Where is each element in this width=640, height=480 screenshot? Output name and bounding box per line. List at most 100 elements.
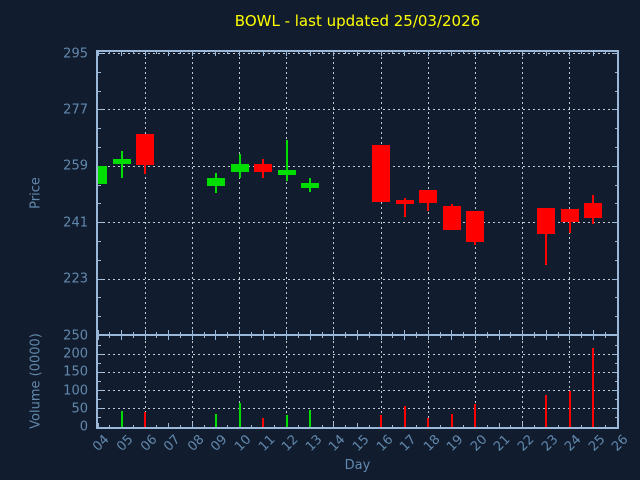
- x-tick-mark: [180, 332, 182, 334]
- volume-bar-day-11: [262, 417, 265, 427]
- x-tick-mark: [404, 330, 406, 334]
- x-tick-mark: [357, 52, 358, 56]
- day-tick-label-text: 04: [90, 432, 113, 455]
- y-tick-mark: [98, 316, 101, 318]
- x-tick-mark: [132, 425, 134, 427]
- day-tick-label-text: 21: [491, 432, 514, 455]
- candle-body-day-10: [230, 163, 249, 172]
- x-tick-mark: [380, 330, 382, 334]
- volume-bar-day-13: [309, 410, 312, 427]
- x-tick-mark: [533, 332, 535, 334]
- x-tick-mark: [215, 330, 217, 334]
- day-tick-label-text: 09: [208, 432, 231, 455]
- day-tick-label-text: 20: [468, 432, 491, 455]
- day-tick-label-text: 15: [350, 432, 373, 455]
- y-tick-mark: [98, 278, 103, 280]
- candle-body-day-20: [466, 211, 485, 242]
- candle-body-day-18: [419, 190, 438, 204]
- x-tick-mark: [581, 332, 583, 334]
- x-tick-mark: [357, 330, 358, 334]
- candle-wick-day-23: [545, 208, 548, 265]
- x-tick-mark: [156, 336, 158, 338]
- vertical-gridline: [286, 52, 288, 334]
- day-tick-label-text: 24: [562, 432, 585, 455]
- x-tick-mark: [616, 330, 617, 334]
- y-tick-mark: [612, 278, 617, 280]
- x-tick-mark: [569, 336, 571, 340]
- x-tick-mark: [392, 52, 394, 54]
- x-tick-mark: [522, 336, 524, 340]
- x-tick-mark: [474, 52, 476, 56]
- volume-axis-label: Volume (0000): [28, 333, 44, 429]
- x-tick-mark: [180, 425, 182, 427]
- candle-body-day-23: [537, 208, 556, 235]
- x-tick-mark: [250, 52, 252, 54]
- price-tick-label: 223: [63, 271, 88, 287]
- x-tick-mark: [439, 52, 441, 54]
- x-tick-mark: [180, 52, 182, 54]
- x-tick-mark: [357, 336, 358, 340]
- volume-bar-day-25: [592, 348, 595, 427]
- y-tick-mark: [612, 353, 617, 355]
- y-tick-mark: [614, 399, 617, 401]
- x-tick-mark: [309, 52, 311, 56]
- x-tick-mark: [274, 52, 276, 54]
- x-tick-mark: [286, 52, 288, 56]
- x-tick-mark: [274, 336, 276, 338]
- x-tick-mark: [463, 425, 465, 427]
- x-tick-mark: [415, 425, 417, 427]
- x-tick-mark: [121, 330, 123, 334]
- day-tick-label-text: 12: [279, 432, 302, 455]
- candle-body-day-13: [301, 183, 320, 189]
- x-tick-mark: [427, 330, 429, 334]
- x-tick-mark: [203, 52, 205, 54]
- x-tick-mark: [333, 423, 335, 427]
- x-tick-mark: [510, 52, 512, 54]
- day-tick-label-text: 13: [302, 432, 326, 455]
- x-tick-mark: [262, 52, 264, 56]
- candle-wick-day-12: [285, 140, 288, 182]
- x-tick-mark: [144, 52, 146, 56]
- day-tick-label-text: 25: [585, 432, 609, 455]
- day-tick-label-text: 10: [232, 432, 255, 455]
- volume-tick-label: 200: [63, 346, 88, 362]
- x-tick-mark: [545, 330, 547, 334]
- x-tick-mark: [321, 332, 323, 334]
- x-tick-mark: [156, 332, 158, 334]
- candle-body-day-24: [560, 208, 579, 222]
- x-tick-mark: [557, 425, 559, 427]
- volume-bar-day-24: [568, 391, 571, 427]
- x-tick-mark: [333, 330, 335, 334]
- vertical-gridline: [380, 336, 382, 427]
- volume-bar-day-20: [474, 403, 477, 427]
- x-tick-mark: [368, 336, 370, 338]
- y-tick-mark: [98, 222, 103, 224]
- y-tick-mark: [98, 297, 101, 299]
- x-tick-mark: [156, 52, 158, 54]
- volume-tick-label: 150: [63, 364, 88, 380]
- x-tick-mark: [298, 332, 300, 334]
- volume-bar-day-18: [427, 417, 430, 427]
- y-tick-mark: [98, 408, 103, 410]
- day-tick-label-text: 18: [420, 432, 444, 455]
- x-tick-mark: [533, 52, 535, 54]
- candle-body-day-06: [136, 134, 155, 166]
- x-tick-mark: [250, 332, 252, 334]
- x-tick-mark: [309, 330, 311, 334]
- x-tick-mark: [156, 425, 158, 427]
- y-tick-mark: [98, 417, 101, 419]
- vertical-gridline: [474, 52, 476, 334]
- y-tick-mark: [612, 408, 617, 410]
- candle-body-day-05: [112, 159, 131, 165]
- x-tick-mark: [486, 52, 488, 54]
- y-tick-mark: [614, 362, 617, 364]
- day-tick-label-text: 22: [515, 432, 538, 455]
- x-tick-mark: [168, 52, 170, 56]
- x-tick-mark: [333, 336, 335, 340]
- candle-wick-day-17: [403, 198, 406, 217]
- x-tick-mark: [616, 336, 617, 340]
- x-tick-mark: [581, 52, 583, 54]
- x-tick-mark: [533, 336, 535, 338]
- x-tick-mark: [522, 52, 524, 56]
